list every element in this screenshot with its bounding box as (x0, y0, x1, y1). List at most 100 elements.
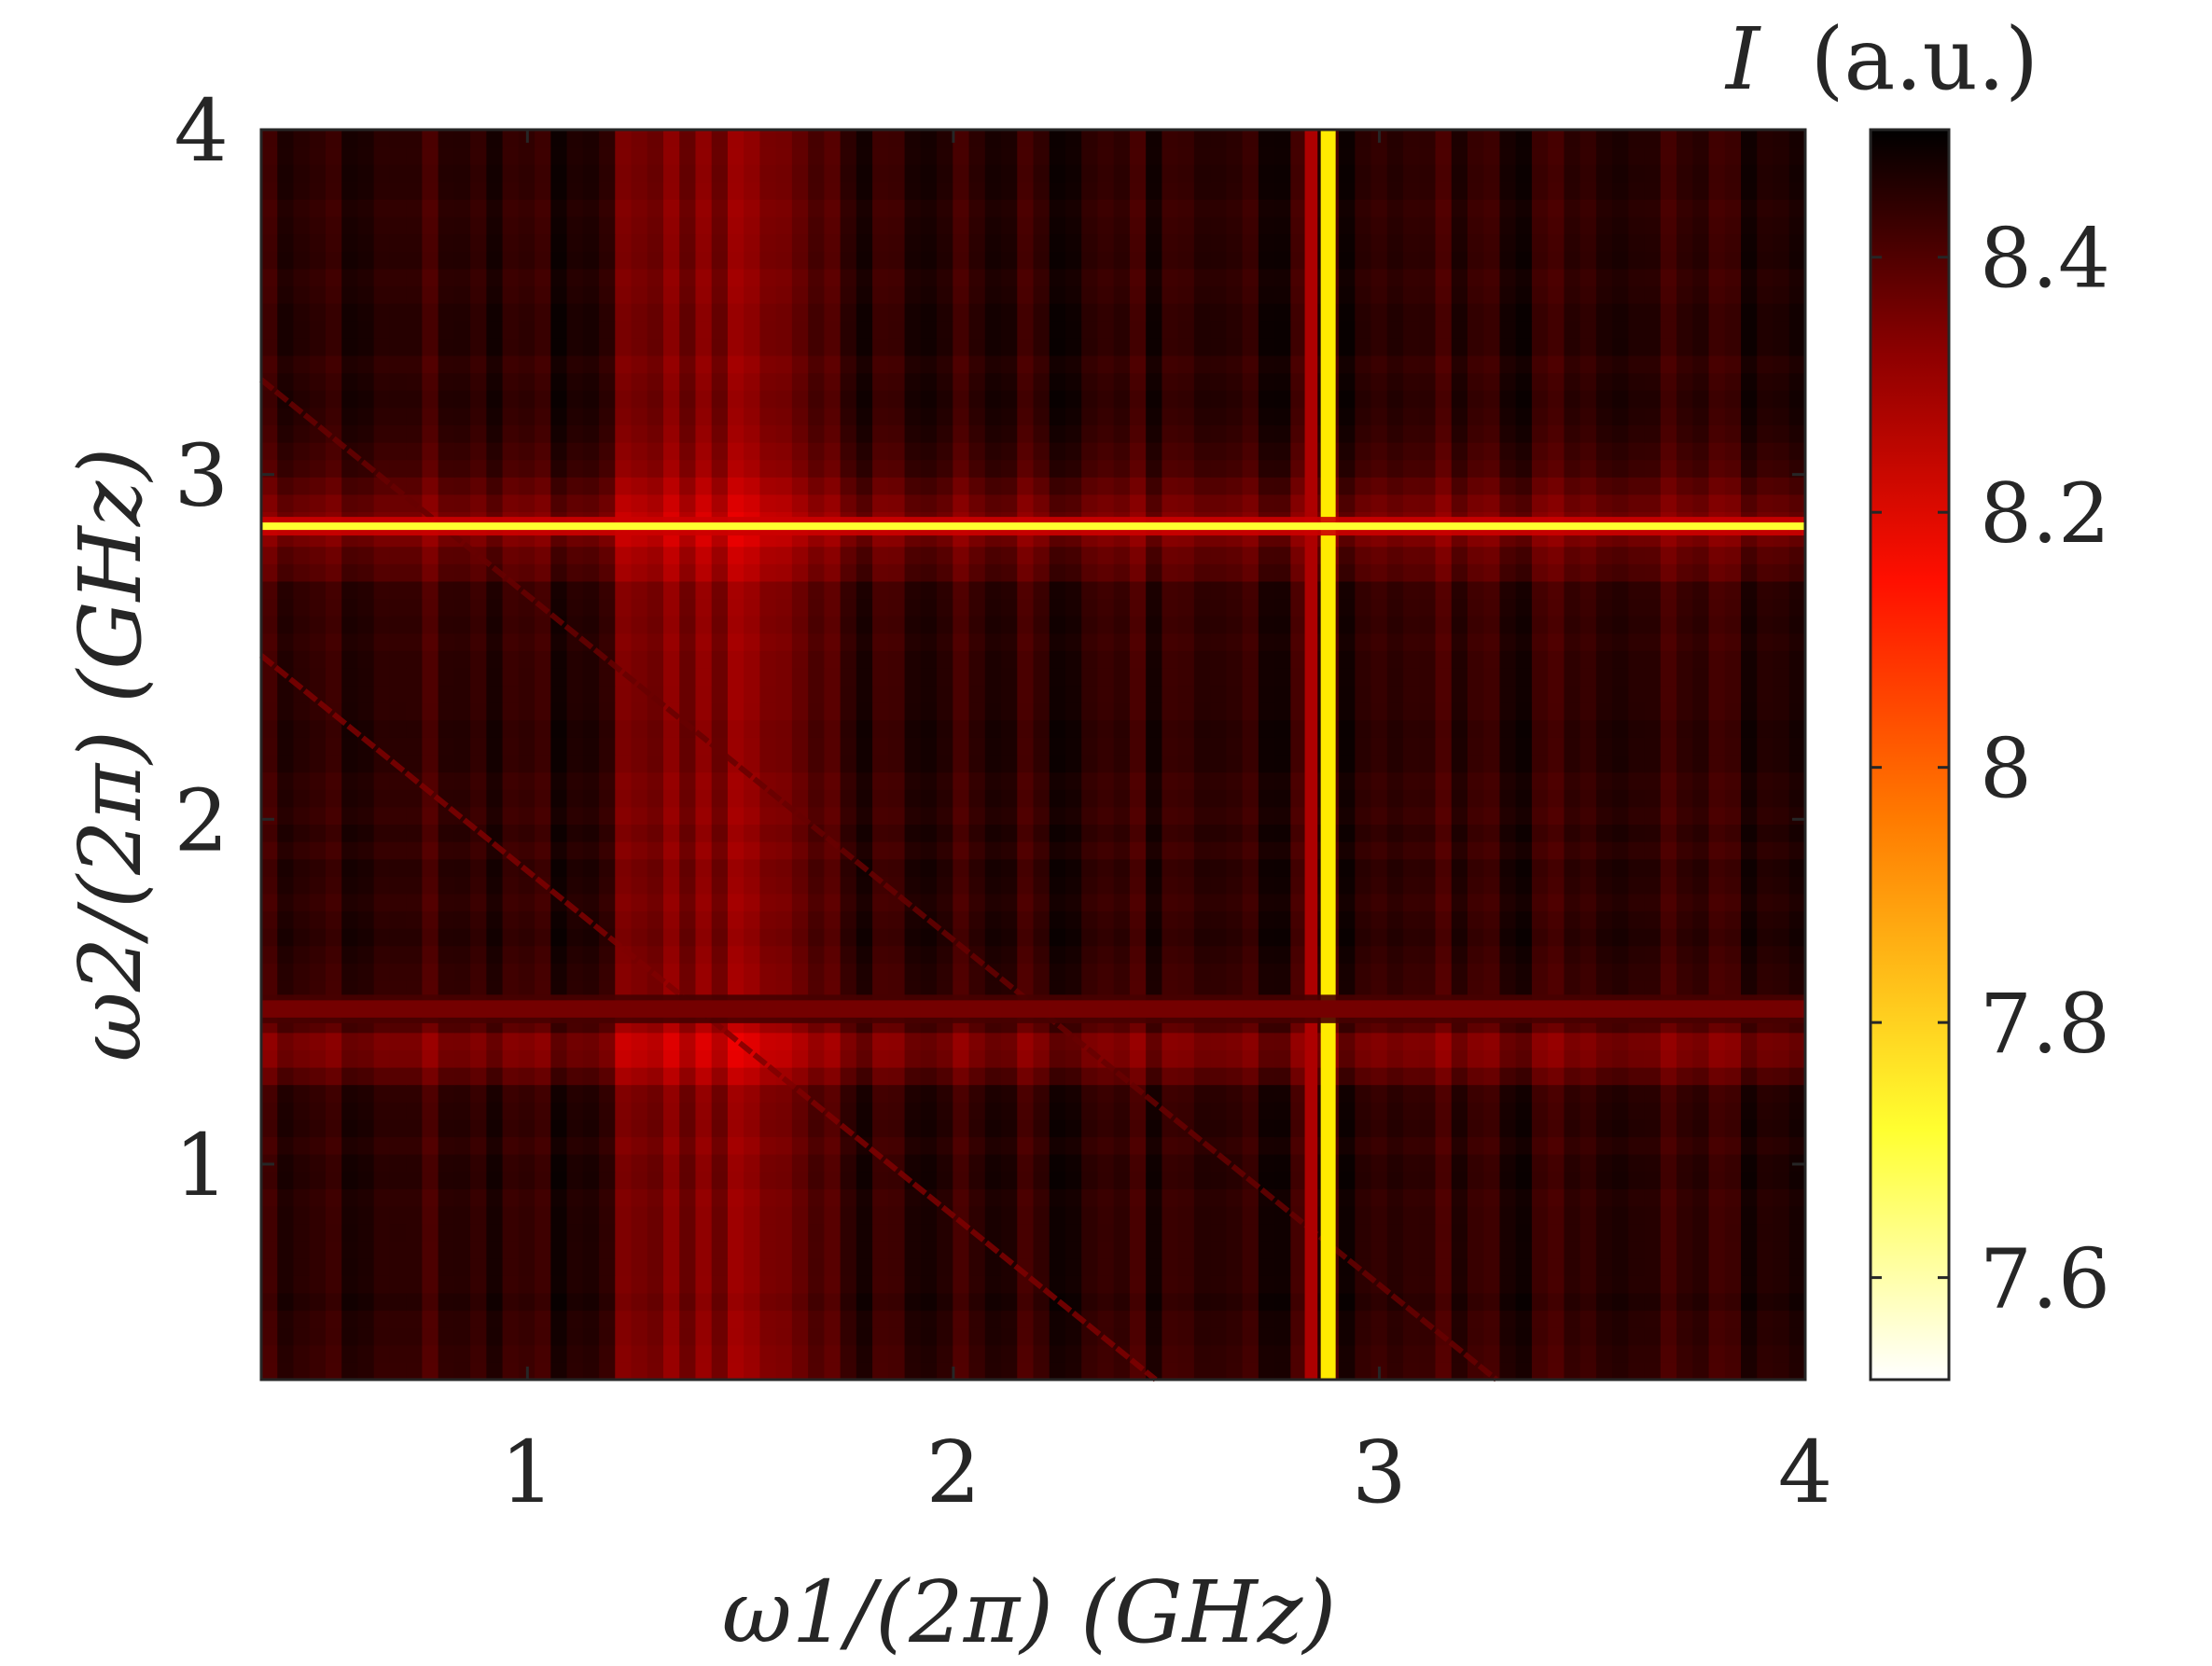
heatmap-cell (453, 1362, 471, 1381)
heatmap-cell (759, 963, 777, 981)
heatmap-cell (1403, 493, 1420, 513)
heatmap-cell (1113, 546, 1131, 564)
heatmap-cell (502, 719, 520, 738)
heatmap-cell (261, 755, 278, 773)
heatmap-cell (1386, 1205, 1404, 1225)
heatmap-cell (599, 719, 616, 738)
heatmap-cell (599, 702, 616, 721)
heatmap-cell (727, 1067, 744, 1086)
heatmap-cell (1483, 1118, 1501, 1138)
heatmap-cell (1064, 1362, 1082, 1381)
heatmap-cell (1193, 1118, 1211, 1138)
heatmap-cell (486, 1032, 504, 1050)
heatmap-cell (1564, 945, 1581, 964)
heatmap-cell (1226, 945, 1244, 964)
heatmap-cell (1129, 1241, 1147, 1259)
heatmap-cell (582, 806, 600, 826)
heatmap-cell (406, 1102, 423, 1120)
heatmap-cell (1081, 910, 1099, 929)
heatmap-cell (1049, 979, 1066, 999)
heatmap-cell (888, 789, 906, 808)
heatmap-cell (406, 841, 423, 860)
heatmap-cell (615, 806, 633, 826)
heatmap-cell (872, 580, 889, 600)
heatmap-cell (325, 789, 342, 808)
heatmap-cell (438, 910, 455, 929)
heatmap-cell (1081, 1362, 1099, 1381)
heatmap-cell (775, 963, 793, 981)
heatmap-cell (1242, 650, 1259, 669)
heatmap-cell (293, 616, 311, 634)
heatmap-cell (1612, 858, 1629, 877)
heatmap-cell (1177, 1136, 1195, 1155)
heatmap-cell (1064, 858, 1082, 877)
heatmap-cell (438, 477, 455, 495)
heatmap-cell (615, 893, 633, 912)
heatmap-cell (775, 1188, 793, 1207)
heatmap-cell (486, 1310, 504, 1328)
heatmap-cell (695, 546, 713, 564)
heatmap-cell (1274, 824, 1291, 842)
heatmap-cell (518, 1154, 536, 1173)
heatmap-cell (357, 616, 375, 634)
heatmap-cell (1386, 546, 1404, 564)
heatmap-cell (840, 1032, 857, 1050)
heatmap-cell (453, 737, 471, 756)
heatmap-cell (1001, 824, 1018, 842)
heatmap-cell (1162, 1241, 1179, 1259)
heatmap-cell (1386, 858, 1404, 877)
heatmap-cell (856, 1032, 873, 1050)
heatmap-cell (1242, 858, 1259, 877)
heatmap-cell (1564, 667, 1581, 687)
heatmap-cell (824, 667, 842, 687)
heatmap-cell (373, 563, 391, 582)
heatmap-cell (904, 616, 922, 634)
heatmap-cell (1001, 841, 1018, 860)
heatmap-cell (631, 1205, 648, 1225)
heatmap-cell (1193, 858, 1211, 877)
heatmap-cell (438, 755, 455, 773)
heatmap-cell (1355, 667, 1372, 687)
heatmap-cell (1226, 1310, 1244, 1328)
heatmap-cell (1226, 1344, 1244, 1363)
heatmap-cell (937, 667, 953, 687)
heatmap-cell (1386, 1188, 1404, 1207)
heatmap-cell (599, 598, 616, 617)
heatmap-cell (1788, 702, 1806, 721)
heatmap-cell (1162, 1223, 1179, 1242)
heatmap-cell (1064, 1102, 1082, 1120)
heatmap-cell (502, 1344, 520, 1363)
heatmap-cell (1564, 893, 1581, 912)
heatmap-cell (920, 702, 938, 721)
heatmap-cell (1467, 1257, 1484, 1276)
heatmap-cell (1451, 963, 1468, 981)
heatmap-cell (695, 945, 713, 964)
heatmap-cell (775, 667, 793, 687)
heatmap-cell (1612, 1032, 1629, 1050)
heatmap-cell (309, 616, 327, 634)
heatmap-cell (325, 963, 342, 981)
heatmap-cell (744, 979, 761, 999)
heatmap-cell (1628, 685, 1646, 703)
heatmap-cell (1210, 806, 1227, 826)
heatmap-cell (615, 477, 633, 495)
heatmap-cell (1724, 1171, 1742, 1189)
heatmap-cell (856, 1223, 873, 1242)
heatmap-cell (711, 580, 729, 600)
heatmap-cell (711, 1223, 729, 1242)
heatmap-cell (325, 841, 342, 860)
heatmap-cell (615, 979, 633, 999)
heatmap-cell (1419, 876, 1437, 895)
heatmap-cell (1403, 1032, 1420, 1050)
heatmap-cell (1548, 493, 1565, 513)
heatmap-cell (1741, 685, 1758, 703)
heatmap-cell (1226, 893, 1244, 912)
heatmap-cell (1579, 928, 1597, 947)
heatmap-cell (937, 979, 953, 999)
heatmap-cell (566, 702, 584, 721)
heatmap-cell (1676, 1084, 1693, 1103)
heatmap-cell (1788, 667, 1806, 687)
heatmap-cell (1081, 893, 1099, 912)
heatmap-cell (261, 928, 278, 947)
heatmap-cell (791, 1362, 809, 1381)
